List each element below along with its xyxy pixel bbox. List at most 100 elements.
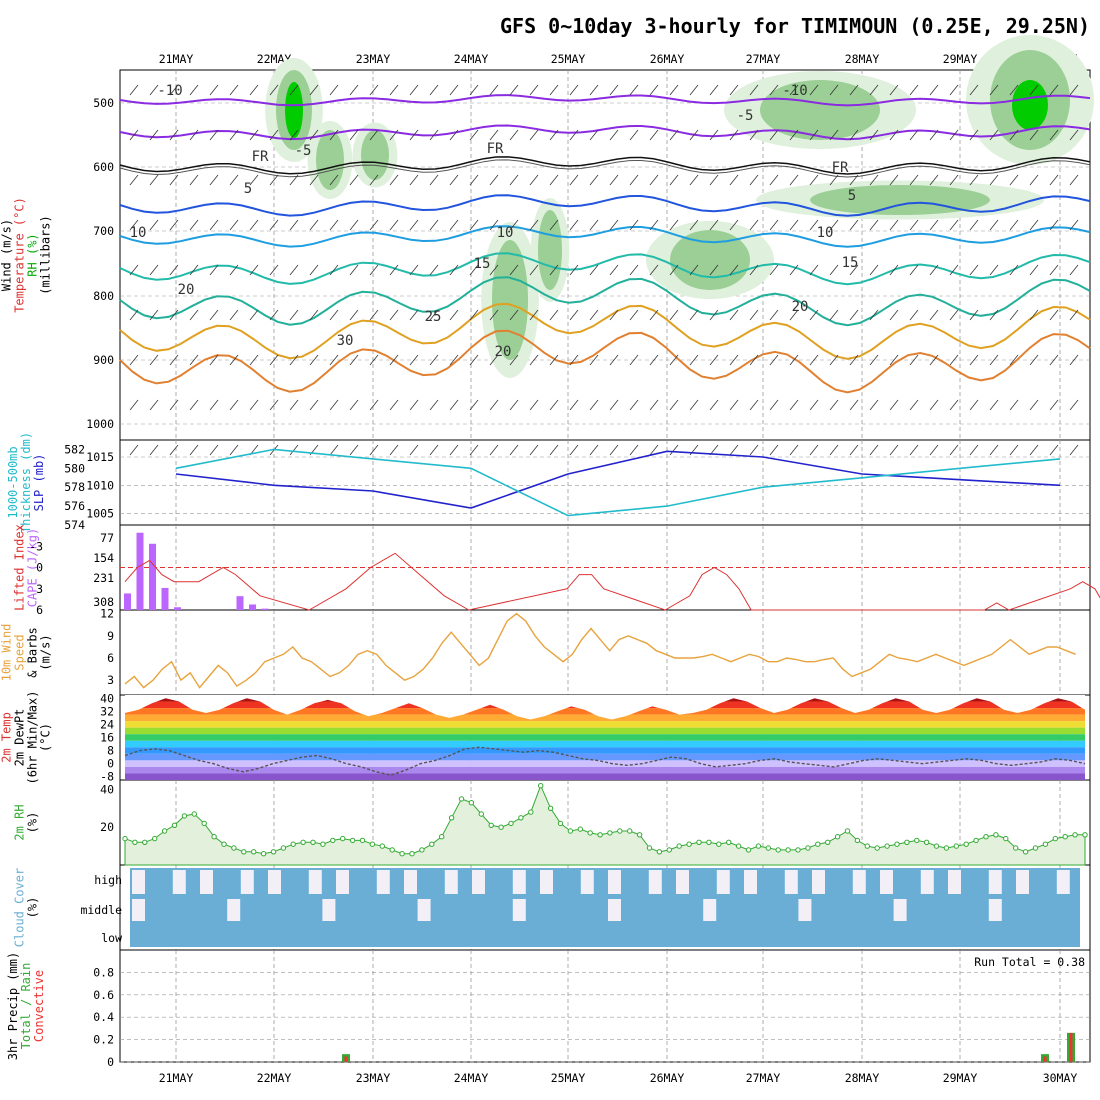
wind-barb [289,174,299,186]
rh-point [340,835,346,842]
run-total: Run Total = 0.38 [974,955,1085,969]
wind-barb [489,354,499,366]
wind-barb [929,444,939,456]
wind-barb [729,264,739,276]
wind-barb [869,219,879,231]
wind-barb [209,264,219,276]
rh-point [528,809,534,815]
date-label: 30MAY [1043,1071,1078,1085]
rh-point [696,839,702,845]
wind-barb [189,129,199,141]
rh-point [241,849,247,855]
rh-shade [316,130,344,190]
wind-barb [729,354,739,366]
wind-barb [669,219,679,231]
wind-barb [1009,174,1019,186]
wind-barb [1029,219,1039,231]
cape-bar [174,607,181,610]
wind-barb [349,399,359,411]
wind-barb [349,354,359,366]
date-label: 25MAY [551,52,586,66]
wind-barb [389,399,399,411]
rh-point [439,834,445,840]
isotherm-label: 10 [130,225,147,241]
wind-barb [409,399,419,411]
rh-point [300,839,306,845]
rh-point [399,851,405,857]
wind-barb [469,309,479,321]
wind-barb [989,174,999,186]
wind-barb [489,399,499,411]
wind-barb [1029,309,1039,321]
wind-barb [249,129,259,141]
rh-point [310,839,316,845]
wind-barb [149,129,159,141]
isotherm-line [119,252,1091,286]
wind-barb [209,219,219,231]
wind-barb [369,219,379,231]
chart-title: GFS 0~10day 3-hourly for TIMIMOUN (0.25E… [500,14,1090,38]
wind-barb [1049,354,1059,366]
cloud-high [200,870,213,894]
top-date-axis: 21MAY 22MAY 23MAY 24MAY 25MAY 26MAY 27MAY 28MAY… [159,52,1078,66]
wind-barb [829,219,839,231]
rh-shade [285,82,303,138]
wind-barb [1069,219,1079,231]
wind-barb [989,84,999,96]
isotherm-line [119,225,1091,248]
panel-label: 1000-500mb [6,446,20,518]
wind-barb [229,399,239,411]
wind-barb [329,84,339,96]
wind-barb [1069,354,1079,366]
rh-point [359,837,366,844]
wind-barb [389,129,399,141]
wind-barb [149,309,159,321]
cloud-high [716,870,730,894]
precip-tick: 0.6 [93,988,114,1002]
wind-barb [369,309,379,321]
wind-barb [229,129,239,141]
panel-label: 2m RH [13,804,27,840]
thickness-line [175,448,1061,517]
wind-barb [549,84,559,96]
cape-bar [161,587,169,610]
wind-barb [1009,84,1019,96]
wind-barb [949,174,959,186]
wind-barb [889,444,899,456]
wind-barb [269,219,279,231]
wind-barb [269,309,279,321]
rh-tick: 20 [100,820,114,834]
isotherm-label: 30 [337,333,354,349]
precip-layer: 0.8 0.6 0.4 0.2 0 Run Total = 0.38 [93,955,1090,1069]
rh-point [706,839,712,845]
isotherm-line [119,329,1091,394]
rh-point [260,851,267,857]
wind-barb [409,174,419,186]
rh-point [834,834,841,840]
rh-point [755,843,762,849]
cloud-high [1056,870,1070,894]
wind-barb [909,174,919,186]
date-label: 24MAY [454,1071,489,1085]
wind-barb [1009,264,1019,276]
wind-barb [869,264,879,276]
wind-barb [789,84,799,96]
wind-barb [269,84,279,96]
cloud-tick: low [101,931,122,945]
cloud-high [404,870,417,894]
panel-label: Wind (m/s) [0,219,14,291]
wind-barb [1009,354,1019,366]
wind-barb [469,84,479,96]
wind-barb [389,309,399,321]
wind-barb [569,354,579,366]
wind-barb [189,399,199,411]
wind-barb [609,444,619,456]
wind-barb [509,84,519,96]
wind-barb [309,264,319,276]
cape-tick: 77 [100,531,114,545]
wind-barb [809,84,819,96]
cloud-high [172,870,186,894]
wind-barb [409,264,419,276]
rh-point [448,815,455,821]
rh-point [231,845,237,851]
